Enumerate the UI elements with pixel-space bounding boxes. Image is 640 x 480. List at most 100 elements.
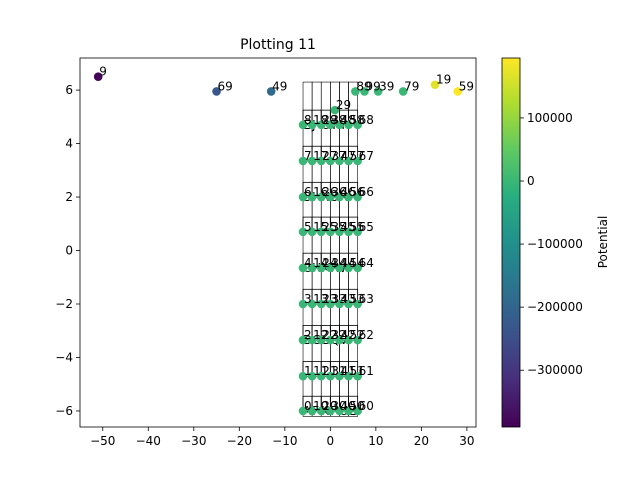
scatter-point (360, 87, 369, 96)
point-label: 63 (359, 292, 374, 306)
point-label: 65 (359, 220, 374, 234)
scatter-point (298, 263, 308, 273)
column-frame (348, 81, 358, 417)
point-label: 30 (331, 399, 346, 413)
x-tick-label: 10 (368, 434, 383, 448)
scatter-point (344, 120, 353, 130)
colorbar-tick-label: 0 (527, 174, 535, 188)
scatter-point (316, 227, 326, 237)
scatter-point (335, 299, 344, 309)
point-label: 28 (322, 113, 337, 127)
scatter-point (307, 227, 317, 237)
scatter-points (93, 72, 463, 416)
scatter-point (353, 299, 362, 309)
scatter-point (335, 192, 344, 202)
scatter-point (298, 227, 308, 237)
scatter-point (326, 299, 335, 309)
colorbar-tick-label: 100000 (527, 111, 573, 125)
scatter-point (453, 87, 463, 96)
scatter-point (298, 156, 308, 166)
point-label: 11 (313, 364, 328, 378)
chart-title: Plotting 11 (240, 37, 316, 53)
plot-area (80, 58, 476, 427)
scatter-point (298, 406, 308, 416)
scatter-point (344, 263, 353, 273)
scatter-point (344, 335, 353, 345)
scatter-point (307, 335, 317, 345)
scatter-point (307, 299, 317, 309)
scatter-point (298, 371, 308, 381)
point-label: 14 (313, 256, 328, 270)
point-label: 13 (313, 292, 328, 306)
y-axis-ticks: −6 −4 −2 0 2 4 6 (55, 83, 80, 418)
point-label: 20 (322, 399, 337, 413)
annotation-letter: A (303, 404, 312, 418)
point-label: 1 (304, 364, 312, 378)
scatter-point (316, 120, 326, 130)
scatter-point (316, 335, 326, 345)
x-tick-label: −20 (227, 434, 252, 448)
scatter-point (316, 156, 326, 166)
x-tick-label: −50 (90, 434, 115, 448)
point-label: 18 (313, 113, 328, 127)
point-label: 12 (313, 328, 328, 342)
point-label: 8 (304, 113, 312, 127)
scatter-point (373, 87, 383, 96)
y-tick-label: 2 (65, 190, 73, 204)
point-label: 89 (356, 79, 371, 93)
point-label: 3 (304, 292, 312, 306)
x-tick-label: −40 (136, 434, 161, 448)
scatter-point (351, 87, 360, 96)
point-label: 47 (340, 149, 355, 163)
scatter-point (353, 120, 362, 130)
point-label: 64 (359, 256, 374, 270)
scatter-point (335, 120, 344, 130)
annotation-letter: D (303, 190, 312, 204)
point-label: 22 (322, 328, 337, 342)
colorbar-tick-label: −100000 (527, 237, 583, 251)
scatter-point (316, 299, 326, 309)
scatter-point (326, 192, 335, 202)
annotation-letter: N (321, 190, 330, 204)
point-label: 5 (304, 220, 312, 234)
annotation-letter: Q (330, 333, 339, 347)
x-tick-label: 20 (414, 434, 429, 448)
scatter-point (344, 406, 353, 416)
point-label: 57 (350, 149, 365, 163)
annotation-letter: G (312, 333, 321, 347)
y-tick-label: −4 (55, 350, 73, 364)
y-tick-label: −6 (55, 404, 73, 418)
scatter-point (266, 87, 276, 96)
x-tick-label: 30 (459, 434, 474, 448)
annotation-letter: O (321, 118, 330, 132)
point-label: 24 (322, 256, 337, 270)
y-tick-label: 6 (65, 83, 73, 97)
point-label: 59 (459, 79, 474, 93)
point-label: 54 (350, 256, 365, 270)
scatter-point (326, 227, 335, 237)
scatter-point (93, 72, 103, 82)
scatter-point (344, 227, 353, 237)
point-label: 15 (313, 220, 328, 234)
scatter-point (353, 335, 362, 345)
annotation-letter: K (321, 404, 330, 418)
point-label: 53 (350, 292, 365, 306)
colorbar-label: Potential (596, 216, 610, 269)
colorbar-tick-label: −300000 (527, 363, 583, 377)
scatter-point (212, 87, 221, 96)
scatter-point (307, 156, 317, 166)
scatter-point (344, 299, 353, 309)
scatter-point (316, 263, 326, 273)
annotation-letter: U (339, 404, 348, 418)
scatter-point (344, 156, 353, 166)
scatter-point (326, 406, 335, 416)
point-label: 62 (359, 328, 374, 342)
point-label: 9 (99, 65, 107, 79)
point-label: 40 (340, 399, 355, 413)
point-label: 51 (350, 364, 365, 378)
x-tick-label: −10 (272, 434, 297, 448)
point-label: 66 (359, 185, 374, 199)
scatter-point (326, 263, 335, 273)
point-label: 25 (322, 220, 337, 234)
